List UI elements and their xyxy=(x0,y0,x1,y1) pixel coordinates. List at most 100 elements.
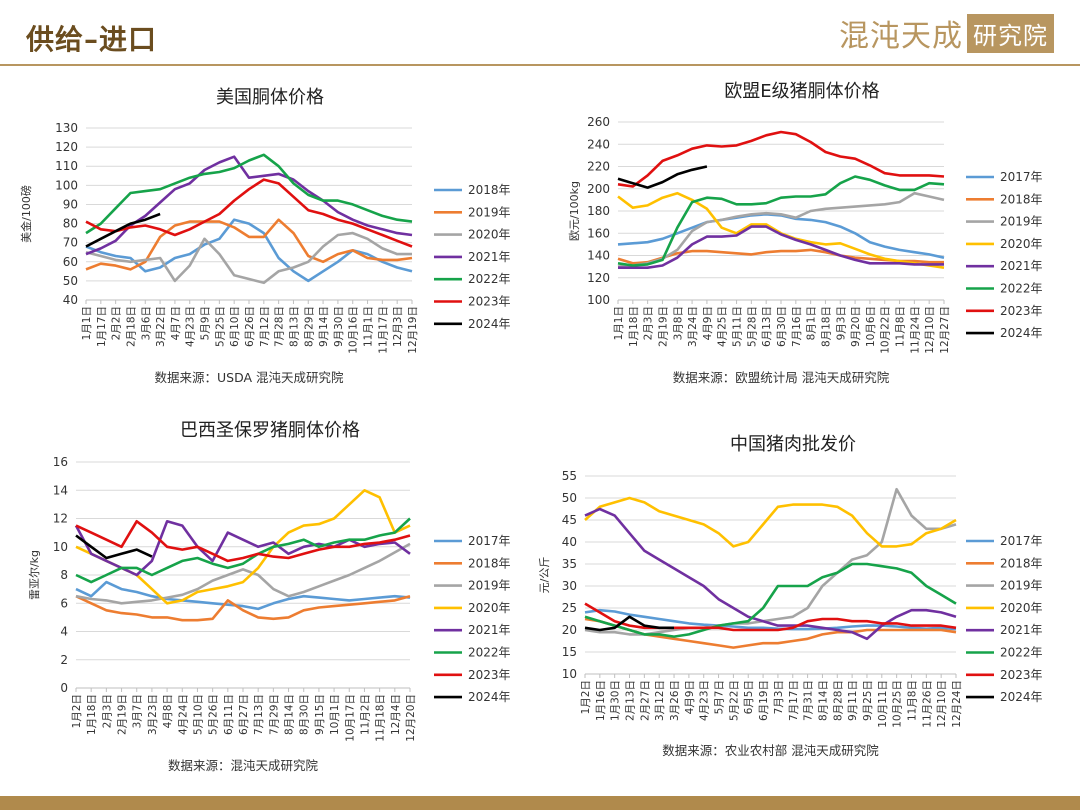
y-axis-label: 欧元/100kg xyxy=(568,181,581,241)
header-divider xyxy=(0,64,1080,66)
x-tick-label: 9月15日 xyxy=(314,694,326,735)
y-tick-label: 200 xyxy=(587,182,610,196)
y-tick-label: 130 xyxy=(55,121,78,135)
x-tick-label: 4月23日 xyxy=(185,306,197,347)
x-tick-label: 11月8日 xyxy=(895,306,907,347)
y-tick-label: 20 xyxy=(562,623,577,637)
legend-label: 2017年 xyxy=(468,534,511,548)
x-tick-label: 11月2日 xyxy=(359,694,371,735)
series-line-2022年 xyxy=(584,562,957,638)
series-line-2022年 xyxy=(617,175,945,267)
x-tick-label: 4月24日 xyxy=(177,694,189,735)
x-tick-label: 2月19日 xyxy=(117,694,129,735)
x-tick-label: 11月1日 xyxy=(363,306,375,347)
source-note: 数据来源：农业农村部 混沌天成研究院 xyxy=(662,743,879,758)
x-tick-label: 8月1日 xyxy=(806,306,818,340)
x-tick-label: 3月12日 xyxy=(654,680,666,721)
y-tick-label: 2 xyxy=(60,653,68,667)
x-tick-label: 4月8日 xyxy=(162,694,174,728)
legend-label: 2018年 xyxy=(468,183,511,197)
chart-cn: 中国猪肉批发价 10 15 20 25 30 35 40 45 50 55 元/公斤 1月2日 1月16日… xyxy=(538,434,1043,758)
legend-label: 2018年 xyxy=(468,556,511,570)
x-tick-label: 6月5日 xyxy=(743,680,755,714)
y-tick-label: 25 xyxy=(562,601,577,615)
y-tick-label: 240 xyxy=(587,137,610,151)
series-line-2017年 xyxy=(584,608,957,631)
series-line-2023年 xyxy=(85,178,413,248)
x-tick-label: 6月11日 xyxy=(223,694,235,735)
series-line-2017年 xyxy=(75,580,411,611)
x-tick-label: 10月6日 xyxy=(865,306,877,347)
y-tick-label: 45 xyxy=(562,513,577,527)
x-tick-label: 5月9日 xyxy=(200,306,212,340)
x-tick-label: 1月2日 xyxy=(580,680,592,714)
x-tick-label: 9月25日 xyxy=(862,680,874,721)
legend-label: 2024年 xyxy=(1000,326,1043,340)
x-tick-label: 12月4日 xyxy=(390,694,402,735)
x-tick-label: 4月9日 xyxy=(702,306,714,340)
series-line-2024年 xyxy=(85,212,161,248)
x-tick-label: 8月13日 xyxy=(288,306,300,347)
series-line-2021年 xyxy=(618,225,944,270)
x-tick-label: 3月24日 xyxy=(687,306,699,347)
y-tick-label: 16 xyxy=(53,455,68,469)
legend-label: 2021年 xyxy=(468,250,511,264)
x-tick-label: 5月26日 xyxy=(208,694,220,735)
x-tick-label: 4月9日 xyxy=(684,680,696,714)
legend-label: 2020年 xyxy=(1000,601,1043,615)
series-line-2023年 xyxy=(75,519,411,563)
y-tick-label: 6 xyxy=(60,596,68,610)
series-line-2024年 xyxy=(584,615,674,632)
x-tick-label: 7月16日 xyxy=(791,306,803,347)
y-tick-label: 4 xyxy=(60,625,68,639)
x-tick-label: 3月23日 xyxy=(147,694,159,735)
legend-label: 2017年 xyxy=(1000,534,1043,548)
x-tick-label: 6月27日 xyxy=(238,694,250,735)
legend-label: 2019年 xyxy=(1000,215,1043,229)
y-tick-label: 80 xyxy=(63,217,78,231)
y-tick-label: 180 xyxy=(587,204,610,218)
series-line-2018年 xyxy=(75,594,411,622)
x-tick-label: 5月25日 xyxy=(214,306,226,347)
x-tick-label: 3月7日 xyxy=(132,694,144,728)
x-tick-label: 12月27日 xyxy=(939,306,951,354)
legend-label: 2021年 xyxy=(1000,259,1043,273)
x-tick-label: 2月2日 xyxy=(111,306,123,340)
x-tick-label: 5月7日 xyxy=(714,680,726,714)
y-tick-label: 0 xyxy=(60,681,68,695)
x-tick-label: 10月25日 xyxy=(892,680,904,728)
y-axis-label: 雷亚尔/kg xyxy=(28,550,41,600)
page-header: 供给–进口 混沌天成 研究院 xyxy=(0,0,1080,64)
x-tick-label: 8月14日 xyxy=(817,680,829,721)
page-title: 供给–进口 xyxy=(26,23,158,56)
x-tick-label: 8月29日 xyxy=(303,306,315,347)
x-tick-label: 10月1日 xyxy=(329,694,341,735)
x-tick-label: 7月12日 xyxy=(259,306,271,347)
y-tick-label: 55 xyxy=(562,469,577,483)
legend-label: 2022年 xyxy=(1000,646,1043,660)
y-tick-label: 140 xyxy=(587,249,610,263)
x-tick-label: 5月11日 xyxy=(732,306,744,347)
series-line-2019年 xyxy=(75,542,411,605)
x-tick-label: 1月17日 xyxy=(96,306,108,347)
legend-label: 2023年 xyxy=(468,668,511,682)
y-tick-label: 90 xyxy=(63,197,78,211)
x-tick-label: 8月28日 xyxy=(832,680,844,721)
x-tick-label: 2月18日 xyxy=(125,306,137,347)
x-tick-label: 12月10日 xyxy=(924,306,936,354)
x-tick-label: 1月18日 xyxy=(86,694,98,735)
legend-label: 2023年 xyxy=(1000,668,1043,682)
x-tick-label: 6月13日 xyxy=(761,306,773,347)
legend-label: 2023年 xyxy=(468,295,511,309)
x-tick-label: 10月22日 xyxy=(880,306,892,354)
legend-label: 2021年 xyxy=(468,623,511,637)
x-tick-label: 12月3日 xyxy=(392,306,404,347)
y-tick-label: 110 xyxy=(55,159,78,173)
x-tick-label: 6月19日 xyxy=(758,680,770,721)
x-tick-label: 4月23日 xyxy=(699,680,711,721)
x-tick-label: 5月10日 xyxy=(192,694,204,735)
legend-label: 2024年 xyxy=(468,317,511,331)
x-tick-label: 2月13日 xyxy=(625,680,637,721)
legend-label: 2020年 xyxy=(1000,237,1043,251)
